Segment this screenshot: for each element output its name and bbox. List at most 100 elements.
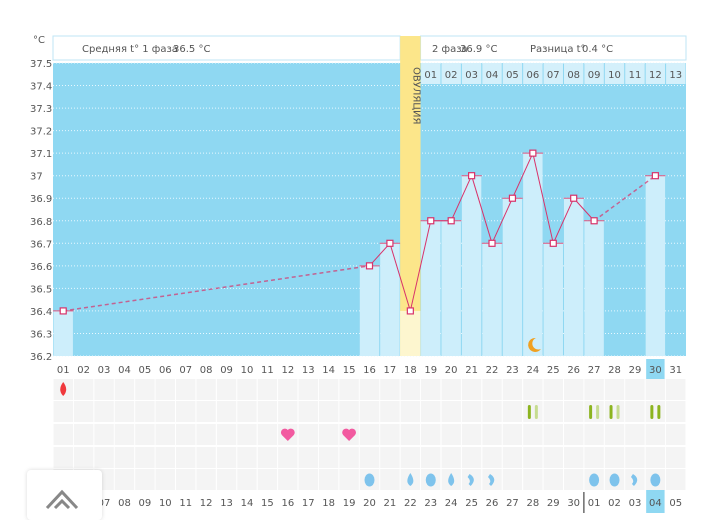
marker-cell (604, 424, 625, 445)
x-day-label: 24 (526, 365, 539, 376)
x-day-label: 23 (506, 365, 519, 376)
marker-cell (196, 379, 216, 400)
marker-cell (135, 447, 155, 468)
phase2-day-label: 06 (526, 70, 539, 81)
phase2-day-cell (543, 63, 563, 84)
marker-cell (645, 401, 666, 422)
discharge-curl-icon (467, 474, 474, 486)
marker-cell (94, 379, 114, 400)
marker-cell (237, 469, 257, 490)
x-day-label: 04 (118, 365, 131, 376)
marker-cell (502, 424, 523, 445)
marker-cell (666, 401, 686, 422)
x-day-label: 17 (384, 365, 397, 376)
x-day-label: 19 (424, 365, 437, 376)
marker-cell (237, 401, 257, 422)
marker-cell (135, 401, 155, 422)
marker-cell (176, 379, 196, 400)
temperature-point (427, 217, 435, 225)
phase2-day-cell (461, 63, 482, 84)
x-day-label: 16 (363, 365, 376, 376)
marker-cell (73, 447, 94, 468)
temperature-point (508, 194, 517, 202)
temperature-point (590, 217, 598, 225)
y-tick-label: 36.7 (30, 239, 52, 250)
marker-cell (359, 424, 380, 445)
temperature-line (532, 153, 554, 244)
phase2-day-cell (441, 63, 461, 84)
phase2-day-label: 11 (629, 70, 642, 81)
calendar-date: 15 (261, 498, 274, 509)
marker-cell (584, 424, 604, 445)
test-strip-icon (609, 405, 613, 419)
temperature-line (369, 242, 391, 267)
marker-cell (359, 447, 380, 468)
calendar-date: 14 (241, 498, 254, 509)
marker-cell (318, 401, 339, 422)
unit-label: °C (33, 35, 45, 46)
temperature-line (389, 243, 411, 312)
marker-cell (625, 424, 645, 445)
scroll-up-button[interactable] (27, 470, 102, 520)
calendar-date: 29 (547, 498, 560, 509)
discharge-full-icon (650, 473, 661, 487)
calendar-date: 01 (588, 498, 601, 509)
marker-cell (441, 401, 461, 422)
marker-cell (400, 379, 421, 400)
marker-cell (604, 401, 625, 422)
marker-cell (543, 424, 563, 445)
marker-cell (176, 424, 196, 445)
marker-cell (237, 379, 257, 400)
marker-cell (502, 447, 523, 468)
temperature-bar (584, 220, 604, 356)
temperature-bar (523, 153, 543, 356)
phase2-day-cell (584, 63, 604, 84)
marker-cell (298, 469, 318, 490)
marker-cell (563, 401, 584, 422)
phase1-header (52, 35, 401, 61)
discharge-curl-icon (488, 474, 495, 486)
phase2-day-cell (563, 63, 584, 84)
x-day-label: 21 (465, 365, 478, 376)
phase2-day-label: 07 (547, 70, 560, 81)
marker-cell (94, 401, 114, 422)
marker-cell (482, 401, 502, 422)
marker-cell (135, 469, 155, 490)
y-tick-label: 36.9 (30, 194, 52, 205)
phase2-header (420, 35, 687, 61)
calendar-date: 19 (343, 498, 356, 509)
marker-cell (441, 447, 461, 468)
discharge-drop-icon (448, 473, 455, 486)
discharge-full-icon (364, 473, 375, 487)
temperature-line (450, 175, 473, 221)
marker-cell (584, 379, 604, 400)
marker-cell (278, 469, 298, 490)
discharge-drop-icon (407, 473, 414, 486)
phase2-day-cell (666, 63, 686, 84)
heart-icon (280, 428, 295, 441)
marker-cell (216, 447, 237, 468)
calendar-date: 30 (567, 498, 580, 509)
temperature-line (63, 265, 370, 312)
marker-cell (400, 401, 421, 422)
marker-cell (278, 379, 298, 400)
marker-cell (339, 469, 359, 490)
marker-cell (461, 424, 482, 445)
x-day-label: 06 (159, 365, 172, 376)
phase2-day-cell (625, 63, 645, 84)
phase2-label: 2 фаза (432, 44, 468, 55)
marker-cell (625, 401, 645, 422)
y-tick-label: 36.6 (30, 262, 52, 273)
temperature-point (447, 217, 455, 225)
marker-cell (482, 447, 502, 468)
calendar-date: 13 (220, 498, 233, 509)
marker-cell (543, 379, 563, 400)
marker-cell (482, 379, 502, 400)
temperature-line (593, 175, 656, 222)
marker-cell (645, 424, 666, 445)
calendar-date: 10 (159, 498, 172, 509)
temperature-line (409, 220, 432, 312)
y-tick-label: 37.2 (30, 127, 52, 138)
marker-cell (482, 424, 502, 445)
y-tick-label: 36.3 (30, 329, 52, 340)
